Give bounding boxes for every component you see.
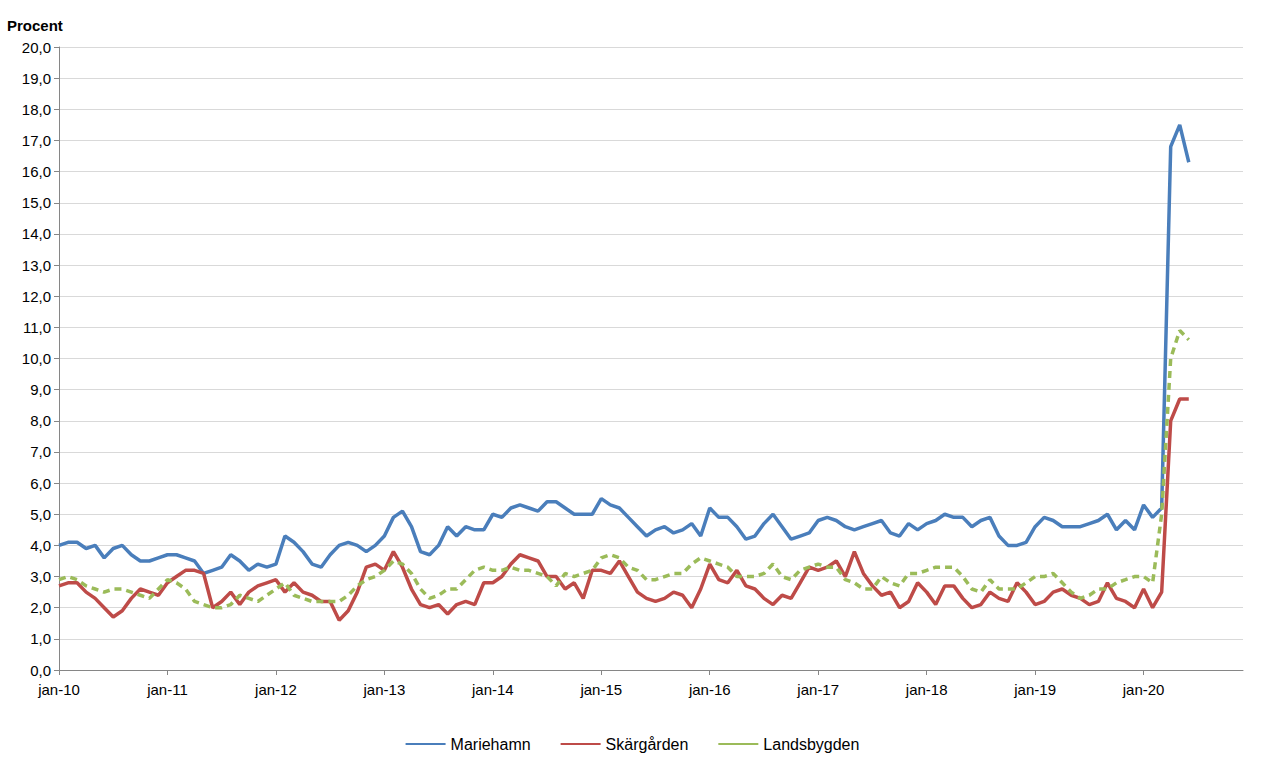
svg-text:jan-11: jan-11 [146,681,188,698]
svg-text:Mariehamn: Mariehamn [451,736,531,753]
svg-text:7,0: 7,0 [30,443,51,460]
svg-text:15,0: 15,0 [22,194,51,211]
svg-text:jan-16: jan-16 [688,681,731,698]
svg-text:1,0: 1,0 [30,630,51,647]
svg-text:2,0: 2,0 [30,599,51,616]
svg-text:jan-19: jan-19 [1013,681,1056,698]
svg-text:6,0: 6,0 [30,475,51,492]
svg-text:14,0: 14,0 [22,225,51,242]
svg-text:4,0: 4,0 [30,537,51,554]
svg-text:jan-20: jan-20 [1122,681,1165,698]
svg-text:0,0: 0,0 [30,662,51,679]
svg-text:jan-17: jan-17 [796,681,839,698]
svg-text:19,0: 19,0 [22,70,51,87]
svg-text:10,0: 10,0 [22,350,51,367]
svg-text:18,0: 18,0 [22,101,51,118]
svg-text:jan-18: jan-18 [905,681,948,698]
svg-text:jan-14: jan-14 [471,681,514,698]
svg-text:Procent: Procent [7,17,63,34]
svg-text:Skärgården: Skärgården [606,736,689,753]
svg-text:9,0: 9,0 [30,381,51,398]
svg-text:13,0: 13,0 [22,257,51,274]
svg-text:12,0: 12,0 [22,288,51,305]
svg-text:5,0: 5,0 [30,506,51,523]
svg-text:3,0: 3,0 [30,568,51,585]
svg-text:11,0: 11,0 [23,319,51,336]
svg-text:Landsbygden: Landsbygden [763,736,859,753]
svg-text:jan-13: jan-13 [363,681,406,698]
svg-text:8,0: 8,0 [30,412,51,429]
svg-text:17,0: 17,0 [22,132,51,149]
svg-text:16,0: 16,0 [22,163,51,180]
svg-text:jan-15: jan-15 [579,681,622,698]
svg-text:20,0: 20,0 [22,39,51,56]
svg-text:jan-10: jan-10 [37,681,80,698]
svg-text:jan-12: jan-12 [254,681,297,698]
